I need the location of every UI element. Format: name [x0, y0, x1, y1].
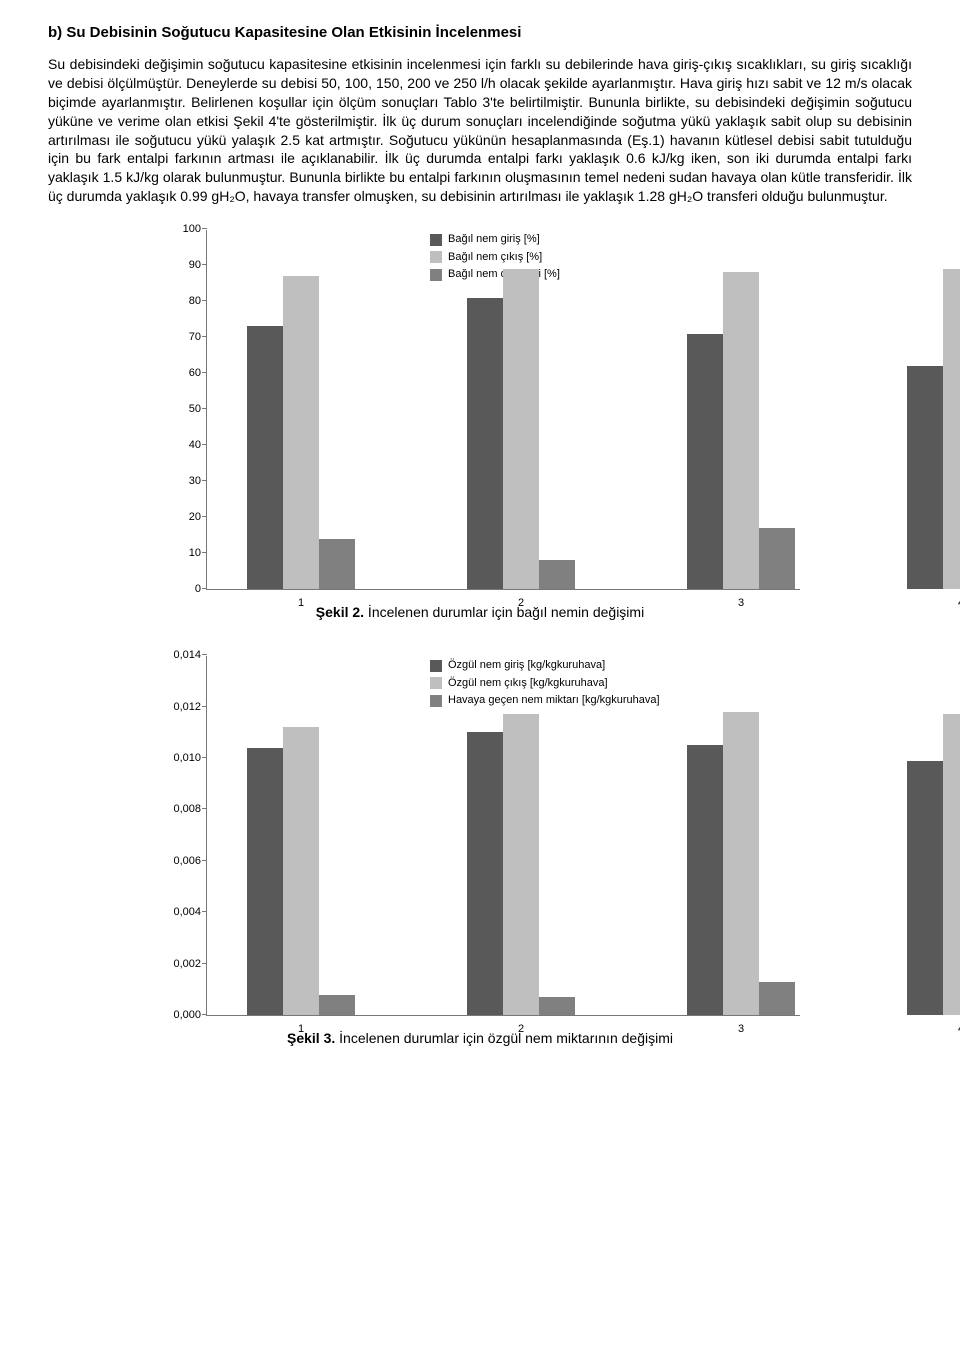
bar	[467, 732, 503, 1015]
bar	[247, 748, 283, 1015]
y-tick: 10	[161, 547, 201, 559]
caption-label: Şekil 2.	[316, 604, 364, 620]
bar	[319, 539, 355, 589]
y-tick: 0,000	[161, 1009, 201, 1021]
bar	[943, 269, 960, 589]
y-tick: 20	[161, 511, 201, 523]
body-paragraph: Su debisindeki değişimin soğutucu kapasi…	[48, 55, 912, 206]
bar	[943, 714, 960, 1015]
y-tick: 60	[161, 367, 201, 379]
y-tick: 80	[161, 295, 201, 307]
bar	[247, 326, 283, 589]
caption-text: İncelenen durumlar için bağıl nemin deği…	[364, 604, 644, 620]
y-tick: 0	[161, 583, 201, 595]
y-tick: 30	[161, 475, 201, 487]
x-label: 3	[738, 597, 744, 609]
bar	[687, 745, 723, 1015]
y-tick: 0,008	[161, 803, 201, 815]
bar	[759, 528, 795, 589]
y-tick: 40	[161, 439, 201, 451]
x-label: 3	[738, 1023, 744, 1035]
bar	[907, 366, 943, 589]
bar	[687, 334, 723, 590]
bar	[283, 276, 319, 589]
chart-1: Bağıl nem giriş [%]Bağıl nem çıkış [%]Ba…	[160, 230, 800, 590]
bar	[907, 761, 943, 1016]
y-tick: 50	[161, 403, 201, 415]
caption-label: Şekil 3.	[287, 1030, 335, 1046]
bar	[539, 997, 575, 1015]
bar	[319, 995, 355, 1016]
x-label: 2	[518, 1023, 524, 1035]
bar	[759, 982, 795, 1015]
section-heading: b) Su Debisinin Soğutucu Kapasitesine Ol…	[48, 24, 912, 41]
bar	[283, 727, 319, 1015]
y-tick: 0,014	[161, 649, 201, 661]
chart-2-caption: Şekil 3. İncelenen durumlar için özgül n…	[48, 1030, 912, 1046]
chart-1-plot: 01020304050607080901001234	[206, 230, 800, 590]
bar	[467, 298, 503, 590]
bar	[503, 269, 539, 589]
y-tick: 0,002	[161, 958, 201, 970]
y-tick: 0,010	[161, 752, 201, 764]
bar	[503, 714, 539, 1015]
bar	[723, 712, 759, 1015]
bar	[539, 560, 575, 589]
bar	[723, 272, 759, 589]
chart-1-caption: Şekil 2. İncelenen durumlar için bağıl n…	[48, 604, 912, 620]
chart-2: Özgül nem giriş [kg/kgkuruhava]Özgül nem…	[160, 656, 800, 1016]
y-tick: 0,012	[161, 701, 201, 713]
x-label: 2	[518, 597, 524, 609]
x-label: 1	[298, 597, 304, 609]
x-label: 1	[298, 1023, 304, 1035]
y-tick: 70	[161, 331, 201, 343]
caption-text: İncelenen durumlar için özgül nem miktar…	[335, 1030, 673, 1046]
y-tick: 90	[161, 259, 201, 271]
y-tick: 100	[161, 223, 201, 235]
y-tick: 0,006	[161, 855, 201, 867]
chart-2-plot: 0,0000,0020,0040,0060,0080,0100,0120,014…	[206, 656, 800, 1016]
y-tick: 0,004	[161, 906, 201, 918]
